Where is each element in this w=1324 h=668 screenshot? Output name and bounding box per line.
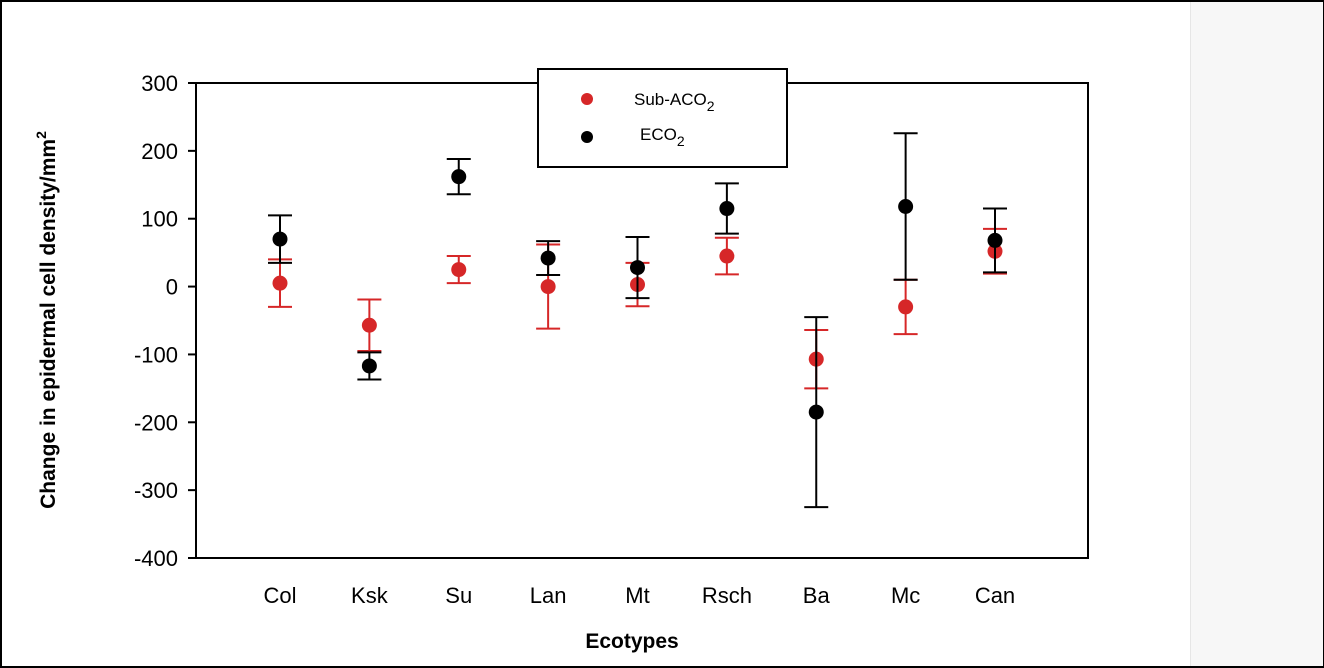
y-tick-label: -200 [134,410,178,435]
side-panel [1190,2,1323,666]
legend-label-sub-aco2-subscript: 2 [707,98,715,114]
data-point [719,201,735,217]
y-axis-title-text: Change in epidermal cell density/mm [37,139,60,509]
y-tick-label: 100 [141,207,178,232]
y-axis-title-superscript: 2 [33,131,49,139]
y-tick-label: -400 [134,546,178,571]
data-point [272,275,288,291]
data-point [808,404,824,420]
x-tick-label: Col [263,583,296,608]
y-tick-label: 200 [141,139,178,164]
legend: Sub-ACO2 ECO2 [537,68,788,168]
x-axis-title: Ecotypes [585,630,678,653]
svg-text:Change in epidermal cell densi: Change in epidermal cell density/mm2 [33,131,60,509]
y-axis-title: Change in epidermal cell density/mm2 [33,131,60,509]
y-tick-label: -100 [134,342,178,367]
legend-label-eco2: ECO2 [640,125,685,149]
data-point [987,232,1003,248]
x-axis: Col Ksk Su Lan Mt Rsch Ba Mc Can [263,583,1015,608]
data-point [540,279,556,295]
x-tick-label: Can [975,583,1015,608]
legend-label-sub-aco2: Sub-ACO2 [634,90,715,114]
data-point [361,358,377,374]
data-point [540,250,556,266]
data-point [898,199,914,214]
data-point [451,169,467,185]
y-axis: 300 200 100 0 -100 -200 -300 -400 [134,71,196,571]
x-tick-label: Rsch [702,583,752,608]
legend-label-sub-aco2-text: Sub-ACO [634,90,707,109]
data-point [719,248,735,264]
x-tick-label: Ba [803,583,831,608]
y-tick-label: 300 [141,71,178,96]
data-point [898,299,914,315]
x-tick-label: Mc [891,583,920,608]
data-point [272,231,288,247]
data-marks [268,132,1007,509]
x-tick-label: Ksk [351,583,389,608]
y-tick-label: -300 [134,478,178,503]
x-tick-label: Lan [530,583,567,608]
legend-marker-eco2 [581,131,593,143]
y-tick-label: 0 [166,275,178,300]
legend-label-eco2-text: ECO [640,125,677,144]
data-point [630,260,645,276]
legend-label-eco2-subscript: 2 [677,133,685,149]
data-point [451,262,467,278]
legend-box [537,68,788,168]
data-point [361,317,377,333]
legend-marker-sub-aco2 [581,93,593,105]
x-tick-label: Mt [625,583,649,608]
x-tick-label: Su [445,583,472,608]
